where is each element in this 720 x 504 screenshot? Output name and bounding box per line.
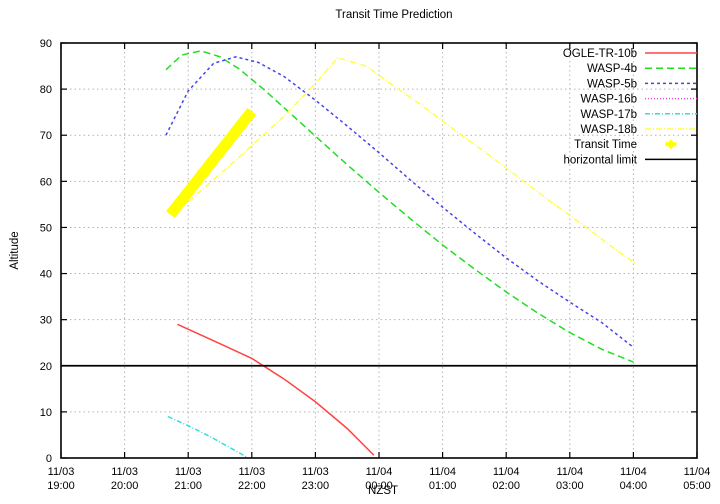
legend-label: WASP-18b: [581, 124, 637, 136]
legend-marker-transit-time-bar: [665, 142, 677, 147]
legend-label: OGLE-TR-10b: [563, 48, 637, 60]
x-tick-label-time: 22:00: [238, 480, 266, 492]
transit-time-band: [166, 107, 257, 218]
x-tick-label-time: 19:00: [47, 480, 75, 492]
x-tick-label-date: 11/04: [429, 466, 456, 478]
x-tick-label-date: 11/04: [684, 466, 711, 478]
y-tick-label: 30: [40, 315, 52, 327]
legend-label: WASP-16b: [581, 94, 637, 106]
x-tick-label-time: 21:00: [174, 480, 202, 492]
x-tick-label-date: 11/03: [111, 466, 138, 478]
x-axis-label: NZST: [368, 485, 398, 497]
y-tick-label: 90: [40, 38, 52, 50]
x-tick-label-date: 11/04: [556, 466, 583, 478]
legend-label: WASP-17b: [581, 109, 637, 121]
y-tick-label: 50: [40, 222, 52, 234]
legend-label: horizontal limit: [564, 154, 638, 166]
x-tick-label-date: 11/04: [620, 466, 647, 478]
x-tick-label-time: 04:00: [620, 480, 648, 492]
legend-label: Transit Time: [574, 139, 637, 151]
x-tick-label-date: 11/03: [48, 466, 75, 478]
series-line: [171, 56, 638, 265]
series-line: [165, 50, 634, 363]
x-tick-label-time: 05:00: [683, 480, 711, 492]
x-tick-label-time: 23:00: [302, 480, 330, 492]
x-tick-label-date: 11/03: [238, 466, 265, 478]
y-tick-label: 70: [40, 130, 52, 142]
x-tick-label-time: 02:00: [492, 480, 520, 492]
y-tick-label: 40: [40, 269, 52, 281]
series-line: [165, 56, 634, 348]
y-tick-label: 0: [46, 453, 52, 465]
x-tick-label-date: 11/04: [366, 466, 393, 478]
legend-label: WASP-4b: [587, 63, 637, 75]
x-tick-label-time: 00:00: [365, 480, 393, 492]
series-line: [177, 323, 375, 456]
y-tick-label: 20: [40, 361, 52, 373]
chart-title: Transit Time Prediction: [335, 9, 452, 21]
x-tick-label-date: 11/04: [493, 466, 520, 478]
x-tick-label-date: 11/03: [302, 466, 329, 478]
x-tick-label-date: 11/03: [175, 466, 202, 478]
x-tick-label-time: 20:00: [111, 480, 139, 492]
x-tick-label-time: 03:00: [556, 480, 584, 492]
legend-label: WASP-5b: [587, 78, 637, 90]
series-line: [167, 415, 248, 458]
x-tick-label-time: 01:00: [429, 480, 457, 492]
y-tick-label: 10: [40, 407, 52, 419]
y-tick-label: 60: [40, 176, 52, 188]
plot-frame: [60, 42, 698, 459]
y-tick-label: 80: [40, 84, 52, 96]
y-axis-label: Altitude: [9, 231, 21, 269]
